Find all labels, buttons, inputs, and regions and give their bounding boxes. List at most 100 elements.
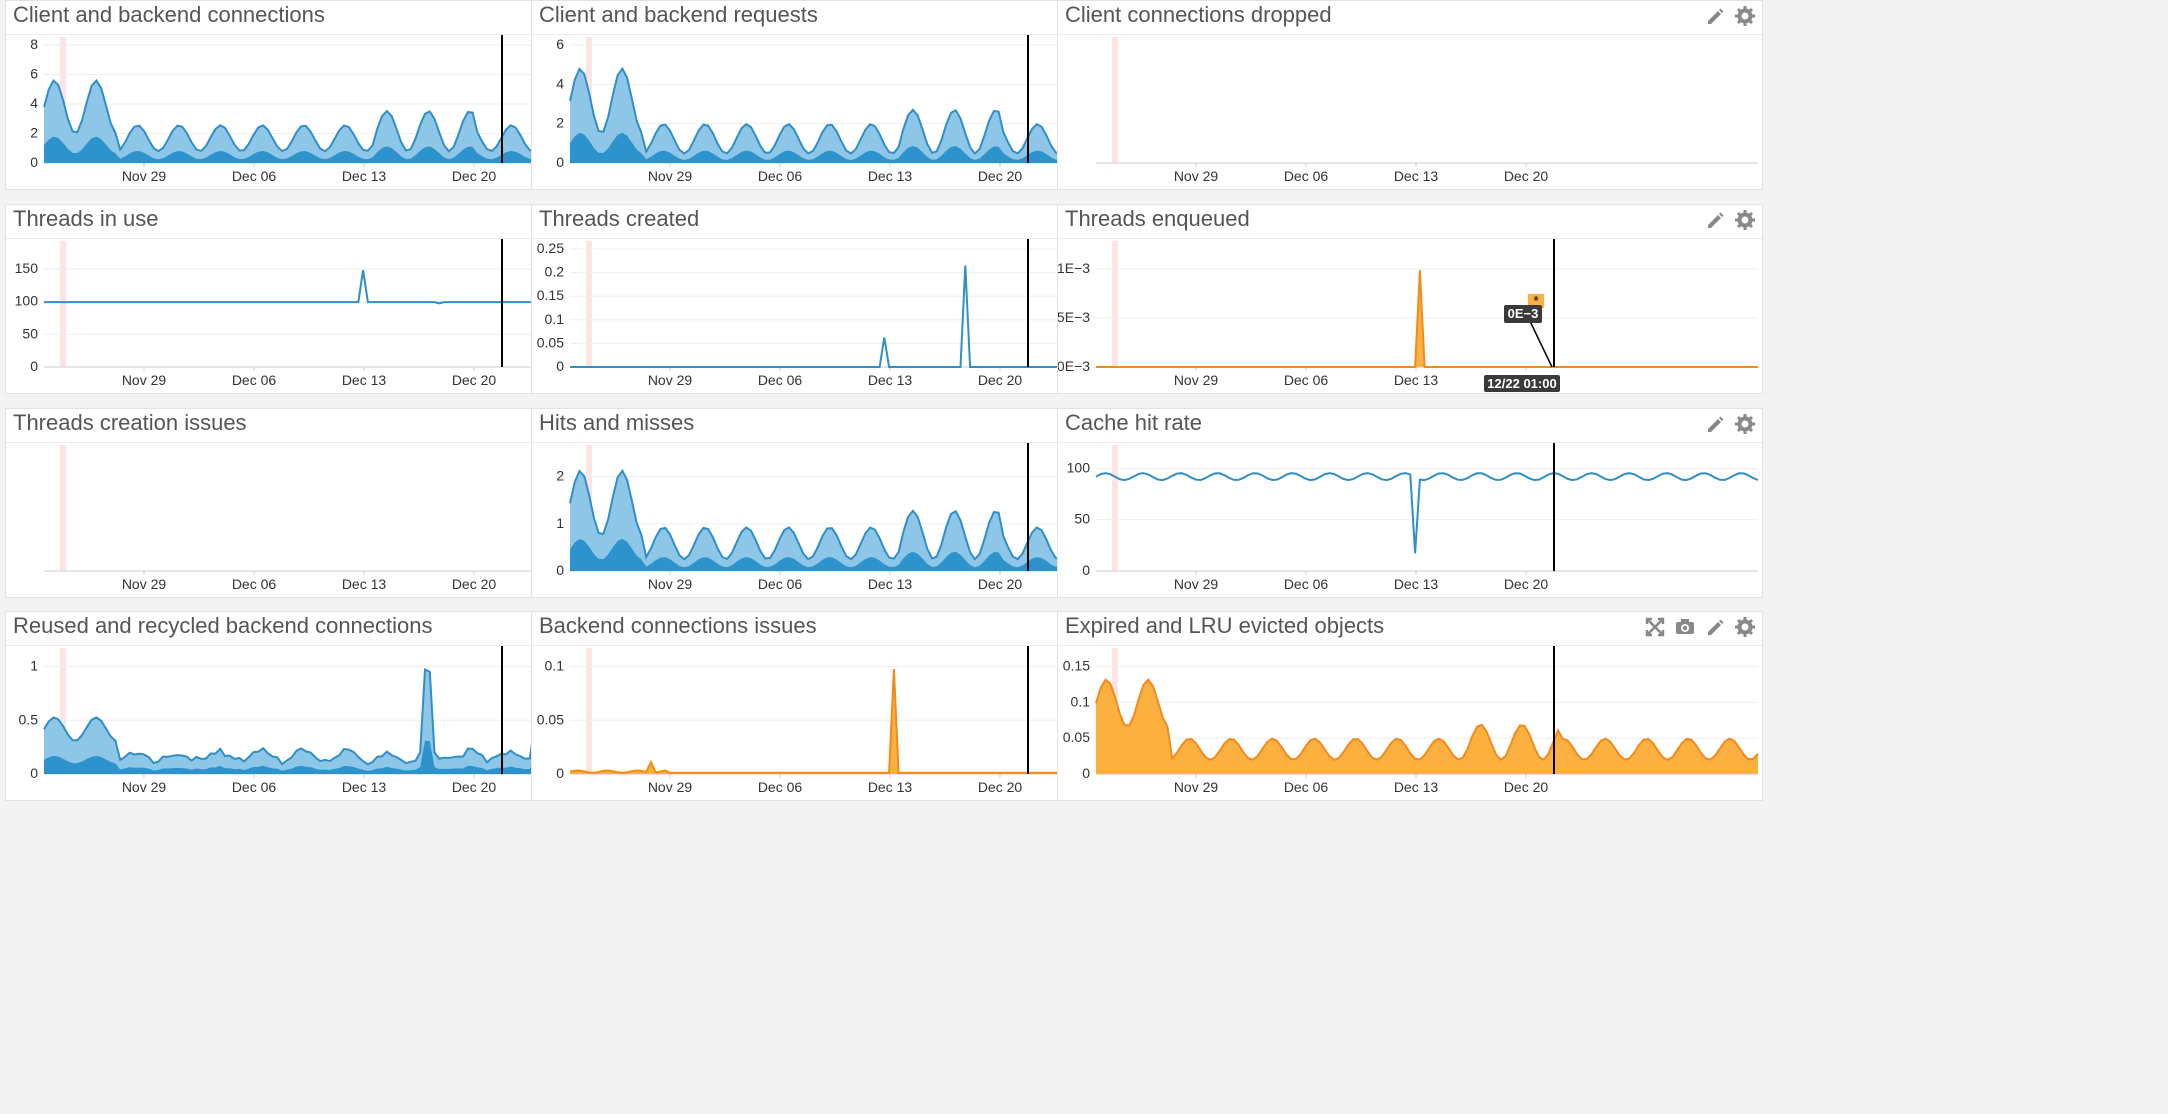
pencil-icon[interactable] bbox=[1704, 616, 1726, 638]
x-tick-label: Dec 13 bbox=[342, 576, 387, 592]
x-tick-label: Nov 29 bbox=[648, 372, 693, 388]
gear-icon[interactable] bbox=[1734, 5, 1756, 27]
y-tick-label: 0.1 bbox=[545, 311, 565, 327]
panel-header-divider bbox=[532, 645, 1236, 646]
x-tick-label: Nov 29 bbox=[122, 576, 167, 592]
x-tick-label: Dec 20 bbox=[452, 372, 497, 388]
panel-title: Hits and misses bbox=[539, 410, 695, 435]
x-tick-label: Nov 29 bbox=[1174, 372, 1219, 388]
panel-title: Threads in use bbox=[13, 206, 159, 231]
y-tick-label: 2 bbox=[30, 125, 38, 141]
tooltip-value: 0E−3 bbox=[1508, 306, 1539, 321]
x-tick-label: Dec 06 bbox=[1284, 576, 1329, 592]
x-tick-label: Dec 06 bbox=[232, 168, 277, 184]
series-area bbox=[1096, 679, 1758, 774]
panel-header-divider bbox=[1058, 442, 1762, 443]
panel-header-divider bbox=[1058, 645, 1762, 646]
pencil-icon[interactable] bbox=[1704, 209, 1726, 231]
x-tick-label: Dec 20 bbox=[978, 168, 1023, 184]
event-marker bbox=[1112, 241, 1118, 367]
x-tick-label: Dec 20 bbox=[452, 576, 497, 592]
panel-header-divider bbox=[1058, 238, 1762, 239]
y-tick-label: 4 bbox=[556, 75, 564, 91]
tooltip-leader bbox=[1527, 316, 1553, 368]
x-tick-label: Nov 29 bbox=[648, 576, 693, 592]
panel-title: Threads creation issues bbox=[13, 410, 247, 435]
event-marker bbox=[586, 241, 592, 367]
x-tick-label: Dec 13 bbox=[1394, 372, 1439, 388]
y-tick-label: 4 bbox=[30, 95, 38, 111]
y-tick-label: 50 bbox=[22, 325, 38, 341]
y-tick-label: 0.15 bbox=[1063, 658, 1090, 674]
y-tick-label: 0 bbox=[556, 154, 564, 170]
y-tick-label: 0.1 bbox=[545, 658, 565, 674]
x-tick-label: Dec 20 bbox=[452, 779, 497, 795]
y-tick-label: 0.15 bbox=[537, 287, 564, 303]
x-tick-label: Dec 06 bbox=[1284, 779, 1329, 795]
panel-title: Threads enqueued bbox=[1065, 206, 1250, 231]
y-tick-label: 8 bbox=[30, 36, 38, 52]
y-tick-label: 0 bbox=[30, 358, 38, 374]
pencil-icon[interactable] bbox=[1704, 413, 1726, 435]
x-tick-label: Nov 29 bbox=[122, 372, 167, 388]
y-tick-label: 100 bbox=[1067, 459, 1091, 475]
timeseries-plot[interactable]: 0 0.05 0.1 0.15 Nov 29 Dec 06 Dec 13 Dec 20 bbox=[1058, 646, 1762, 802]
y-tick-label: 2 bbox=[556, 115, 564, 131]
x-tick-label: Dec 20 bbox=[1504, 576, 1549, 592]
expand-icon[interactable] bbox=[1644, 616, 1666, 638]
timeseries-plot[interactable]: Nov 29 Dec 06 Dec 13 Dec 20 bbox=[1058, 35, 1762, 191]
x-tick-label: Dec 20 bbox=[452, 168, 497, 184]
x-tick-label: Dec 13 bbox=[342, 779, 387, 795]
panel-title: Threads created bbox=[539, 206, 700, 231]
timeseries-plot[interactable]: 0 50 100 Nov 29 Dec 06 Dec 13 Dec 20 bbox=[1058, 443, 1762, 599]
panel-expired-lru-evicted-objects: Expired and LRU evicted objects 0 0.05 0.1 0… bbox=[1057, 611, 1763, 801]
y-tick-label: 0.5 bbox=[19, 711, 39, 727]
x-tick-label: Dec 06 bbox=[1284, 372, 1329, 388]
x-tick-label: Dec 06 bbox=[232, 372, 277, 388]
x-tick-label: Dec 06 bbox=[758, 779, 803, 795]
x-tick-label: Dec 06 bbox=[758, 372, 803, 388]
y-tick-label: 1E−3 bbox=[1058, 260, 1090, 276]
y-tick-label: 0 bbox=[556, 562, 564, 578]
series-line bbox=[1096, 270, 1758, 368]
gear-icon[interactable] bbox=[1734, 616, 1756, 638]
panel-header-divider bbox=[532, 442, 1236, 443]
event-marker bbox=[1112, 37, 1118, 163]
y-tick-label: 0 bbox=[1082, 765, 1090, 781]
y-tick-label: 0 bbox=[556, 765, 564, 781]
y-tick-label: 0E−3 bbox=[1058, 358, 1090, 374]
y-tick-label: 150 bbox=[15, 260, 39, 276]
x-tick-label: Dec 13 bbox=[868, 372, 913, 388]
y-tick-label: 50 bbox=[1074, 511, 1090, 527]
timeseries-plot[interactable]: Nov 29 Dec 06 Dec 13 Dec 20 bbox=[6, 443, 710, 599]
x-tick-label: Nov 29 bbox=[648, 168, 693, 184]
x-tick-label: Dec 20 bbox=[978, 372, 1023, 388]
x-tick-label: Dec 20 bbox=[978, 576, 1023, 592]
panel-header-divider bbox=[1058, 34, 1762, 35]
tooltip-time-box bbox=[1484, 375, 1560, 392]
x-tick-label: Dec 13 bbox=[1394, 576, 1439, 592]
x-tick-label: Nov 29 bbox=[122, 779, 167, 795]
panel-title: Reused and recycled backend connections bbox=[13, 613, 433, 638]
y-tick-label: 2 bbox=[556, 468, 564, 484]
y-tick-label: 1 bbox=[30, 658, 38, 674]
gear-icon[interactable] bbox=[1734, 413, 1756, 435]
pencil-icon[interactable] bbox=[1704, 5, 1726, 27]
y-tick-label: 0.5E−3 bbox=[1058, 309, 1090, 325]
panel-header-divider bbox=[532, 34, 1236, 35]
y-tick-label: 0.2 bbox=[545, 264, 565, 280]
x-tick-label: Dec 06 bbox=[232, 576, 277, 592]
panel-toolbar bbox=[1704, 5, 1756, 27]
camera-icon[interactable] bbox=[1674, 616, 1696, 638]
tooltip-time: 12/22 01:00 bbox=[1487, 376, 1556, 391]
x-tick-label: Dec 06 bbox=[1284, 168, 1329, 184]
x-tick-label: Dec 06 bbox=[232, 779, 277, 795]
y-tick-label: 0.05 bbox=[537, 334, 564, 350]
y-tick-label: 0 bbox=[556, 358, 564, 374]
x-tick-label: Nov 29 bbox=[648, 779, 693, 795]
panel-cache-hit-rate: Cache hit rate 0 50 100 Nov 29 Dec 06 Dec 13 De… bbox=[1057, 408, 1763, 598]
event-marker bbox=[60, 445, 66, 571]
x-tick-label: Dec 06 bbox=[758, 168, 803, 184]
gear-icon[interactable] bbox=[1734, 209, 1756, 231]
